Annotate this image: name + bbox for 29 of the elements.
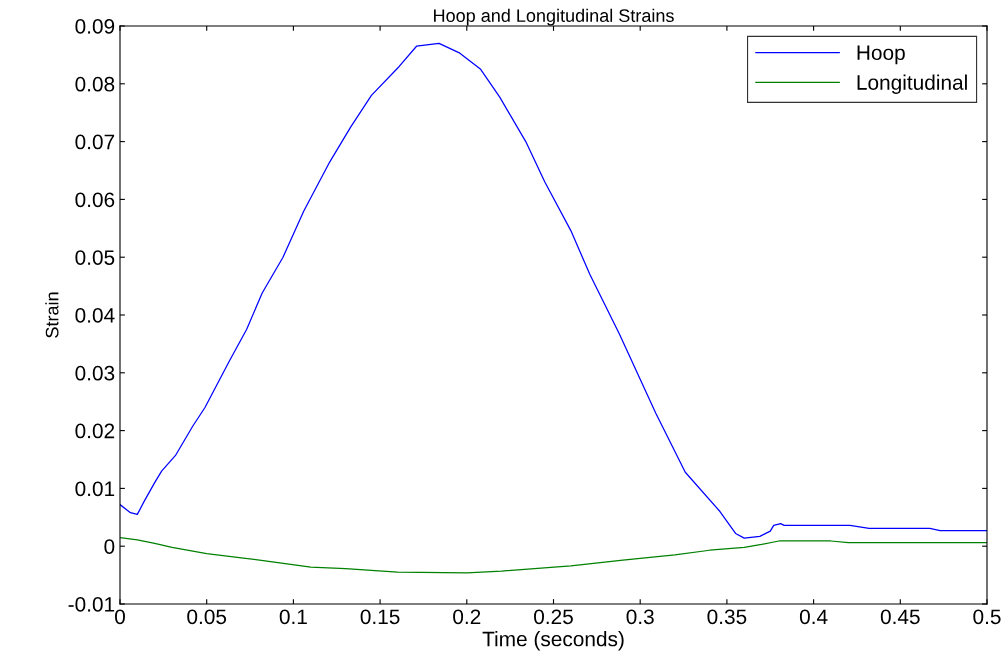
y-tick-label: -0.01 [68,597,115,612]
y-tick-label: 0.07 [75,134,115,150]
x-tick-label: 0.15 [360,609,400,625]
x-tick-label: 0 [115,609,125,625]
y-tick-label: 0.01 [75,481,115,497]
y-tick-label: 0.02 [75,423,115,439]
x-tick-label: 0.3 [626,609,654,625]
y-tick-label: 0.03 [75,365,115,381]
line-series [120,536,987,574]
x-tick-label: 0.05 [187,609,227,625]
x-tick-label: 0.1 [279,609,307,625]
x-tick-label: 0.5 [973,609,1001,625]
y-tick-label: 0 [104,539,115,554]
legend-label: Hoop [857,45,905,65]
x-tick-label: 0.25 [534,609,573,625]
y-tick-label: 0.05 [75,250,115,265]
y-axis-title: Strain [45,292,59,338]
y-tick-label: 0.04 [75,308,115,323]
x-tick-label: 0.2 [453,609,481,625]
x-tick-label: 0.35 [707,609,747,625]
x-tick-label: 0.4 [799,609,828,625]
legend-label: Longitudinal [857,74,967,95]
line-series [120,42,987,539]
x-axis-title: Time (seconds) [482,631,624,651]
y-tick-label: 0.08 [75,76,115,92]
x-tick-label: 0.45 [880,609,920,625]
y-tick-label: 0.06 [75,192,115,208]
y-tick-label: 0.09 [75,19,115,34]
chart-title: Hoop and Longitudinal Strains [434,8,674,26]
